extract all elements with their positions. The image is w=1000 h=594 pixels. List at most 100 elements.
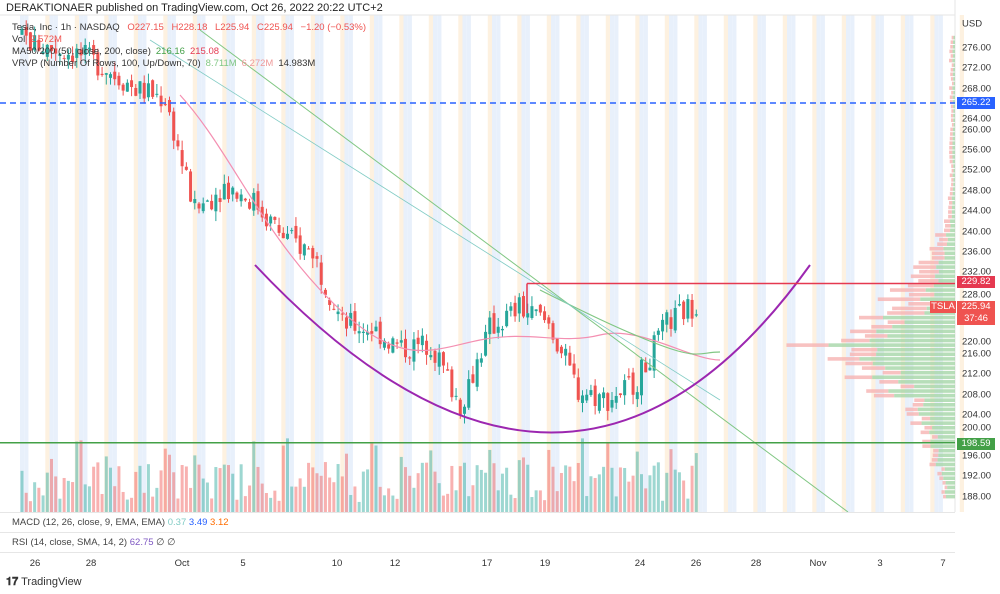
candle bbox=[404, 338, 407, 358]
volume-bar bbox=[54, 476, 58, 512]
session-stripe bbox=[879, 15, 884, 512]
candle bbox=[627, 376, 631, 378]
volume-bar bbox=[79, 440, 83, 512]
candle bbox=[75, 48, 79, 58]
volume-bar bbox=[345, 453, 348, 512]
volume-profile-bar-up bbox=[924, 398, 955, 403]
session-stripe bbox=[428, 15, 433, 512]
volume-profile-bar-down bbox=[950, 113, 954, 118]
volume-profile-bar-up bbox=[953, 118, 955, 123]
candle bbox=[311, 248, 315, 259]
volume-profile-bar-down bbox=[931, 256, 945, 260]
volume-profile-bar-up bbox=[872, 361, 955, 366]
session-stripe bbox=[378, 15, 383, 512]
macd-pane[interactable]: MACD (12, 26, close, 9, EMA, EMA) 0.37 3… bbox=[0, 512, 955, 532]
volume-bar bbox=[454, 490, 458, 512]
session-stripe bbox=[605, 15, 610, 512]
volume-bar bbox=[530, 497, 534, 512]
volume-profile-bar-up bbox=[900, 370, 955, 375]
volume-profile-bar-up bbox=[953, 168, 955, 173]
volume-profile-bar-up bbox=[950, 228, 955, 233]
session-stripe bbox=[437, 15, 442, 512]
time-tick: 7 bbox=[940, 558, 946, 569]
open-value: O227.15 bbox=[127, 22, 164, 33]
volume-bar bbox=[113, 486, 117, 512]
volume-bar bbox=[458, 466, 462, 512]
legend-vrvp: VRVP (Number Of Rows, 100, Up/Down, 70) 8… bbox=[12, 58, 320, 69]
volume-bar bbox=[146, 464, 150, 512]
legend-symbol: Tesla, Inc · 1h · NASDAQ O227.15 H228.18… bbox=[12, 22, 371, 33]
volume-bar bbox=[227, 465, 230, 512]
candle bbox=[370, 331, 374, 334]
volume-profile-bar-down bbox=[944, 485, 948, 490]
volume-profile-bar-up bbox=[953, 67, 955, 72]
volume-bar bbox=[163, 448, 167, 512]
price-tick: 276.00 bbox=[962, 42, 992, 54]
candle bbox=[361, 331, 365, 333]
session-stripe bbox=[846, 15, 851, 512]
volume-profile-bar-up bbox=[933, 283, 955, 288]
candle bbox=[302, 244, 306, 256]
candle bbox=[155, 93, 159, 95]
volume-profile-bar-down bbox=[910, 421, 922, 425]
price-chart[interactable] bbox=[0, 0, 1000, 512]
session-stripe bbox=[820, 15, 825, 512]
volume-profile-bar-down bbox=[892, 306, 927, 311]
candle bbox=[189, 171, 193, 202]
volume-bar bbox=[231, 473, 235, 512]
volume-bar bbox=[62, 477, 66, 512]
volume-bar bbox=[361, 471, 365, 512]
trendline bbox=[199, 29, 849, 512]
volume-profile-bar-down bbox=[851, 347, 878, 352]
time-tick: Oct bbox=[174, 558, 190, 569]
volume-bar bbox=[311, 467, 315, 512]
volume-bar bbox=[302, 486, 306, 512]
price-tick: 260.00 bbox=[962, 124, 992, 136]
volume-bar bbox=[640, 474, 643, 512]
session-stripe bbox=[757, 15, 762, 512]
session-stripe bbox=[841, 15, 846, 512]
session-stripe bbox=[576, 15, 581, 512]
volume-profile-bar-up bbox=[947, 242, 955, 246]
volume-profile-bar-down bbox=[918, 260, 939, 265]
candle bbox=[433, 350, 437, 363]
price-tick: 264.00 bbox=[962, 113, 992, 125]
price-tick: 228.00 bbox=[962, 289, 992, 301]
volume-bar bbox=[134, 471, 138, 512]
candle bbox=[467, 379, 471, 408]
volume-bar bbox=[538, 490, 542, 512]
volume-bar bbox=[104, 456, 108, 512]
volume-profile-bar-up bbox=[952, 136, 955, 141]
candle bbox=[471, 374, 475, 383]
candle bbox=[336, 311, 340, 315]
volume-profile-bar-down bbox=[931, 251, 945, 256]
volume-profile-bar-down bbox=[887, 311, 925, 315]
candle bbox=[290, 230, 294, 232]
session-stripe bbox=[374, 15, 379, 512]
volume-bar bbox=[463, 462, 466, 512]
volume-bar bbox=[33, 482, 37, 512]
symbol-label: Tesla, Inc · 1h · NASDAQ bbox=[12, 22, 120, 33]
volume-profile-bar-up bbox=[951, 205, 955, 210]
rsi-placeholder: ∅ bbox=[167, 537, 176, 548]
session-stripe bbox=[79, 15, 84, 512]
currency-label: USD bbox=[962, 18, 983, 30]
session-stripe bbox=[230, 15, 235, 512]
volume-bar bbox=[488, 449, 492, 512]
candle bbox=[454, 395, 458, 397]
volume-profile-bar-down bbox=[939, 476, 944, 481]
candle bbox=[530, 306, 534, 318]
volume-bar bbox=[323, 462, 327, 512]
candle bbox=[214, 194, 218, 212]
rsi-pane[interactable]: RSI (14, close, SMA, 14, 2) 62.75 ∅ ∅ bbox=[0, 532, 955, 552]
time-axis[interactable]: 26 28 Oct 5 10 12 17 19 24 26 28 Nov 3 7 bbox=[0, 552, 955, 572]
volume-bar bbox=[222, 464, 226, 512]
last-price-badge: 225.94 37:46 bbox=[957, 301, 995, 325]
volume-profile-bar-up bbox=[953, 77, 955, 81]
candle bbox=[180, 150, 184, 167]
high-value: H228.18 bbox=[171, 22, 208, 33]
volume-profile-bar-up bbox=[904, 320, 955, 324]
volume-profile-bar-down bbox=[951, 168, 954, 173]
session-stripe bbox=[702, 15, 707, 512]
volume-profile-bar-down bbox=[910, 274, 936, 279]
